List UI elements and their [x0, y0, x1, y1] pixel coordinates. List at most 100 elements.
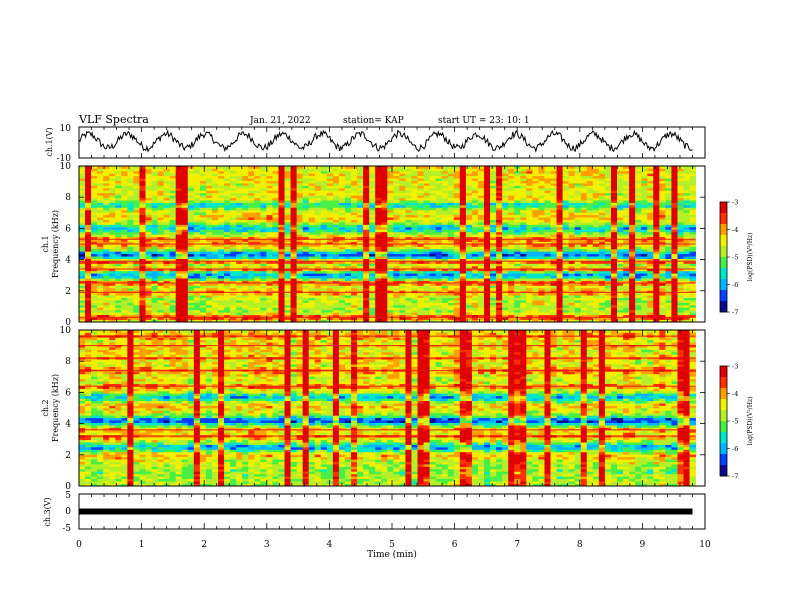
spectrogram-cell: [477, 239, 485, 242]
spectrogram-cell: [248, 256, 255, 259]
spectrogram-cell: [260, 168, 267, 172]
spectrogram-cell: [181, 300, 189, 303]
spectrogram-cell: [320, 200, 328, 203]
spectrogram-cell: [103, 183, 110, 186]
spectrogram-cell: [103, 170, 110, 174]
spectrogram-cell: [205, 202, 213, 206]
spectrogram-cell: [375, 226, 382, 230]
spectrogram-cell: [405, 202, 412, 206]
spectrogram-cell: [502, 258, 509, 262]
spectrogram-cell: [393, 200, 400, 203]
spectrogram-cell: [363, 319, 370, 323]
spectrogram-cell: [369, 283, 376, 286]
spectrogram-cell: [375, 283, 382, 286]
spectrogram-cell: [296, 275, 304, 279]
spectrogram-cell: [163, 285, 171, 289]
spectrogram-cell: [484, 202, 491, 206]
spectrogram-cell: [79, 263, 86, 267]
spectrogram-cell: [387, 231, 394, 235]
spectrogram-cell: [97, 268, 104, 272]
spectrogram-cell: [79, 187, 86, 191]
spectrogram-cell: [181, 205, 189, 208]
spectrogram-cell: [381, 226, 388, 230]
spectrogram-cell: [302, 300, 310, 303]
spectrogram-cell: [91, 187, 98, 191]
spectrogram-cell: [218, 212, 225, 216]
spectrogram-cell: [157, 292, 164, 296]
spectrogram-cell: [351, 275, 358, 279]
spectrogram-cell: [417, 261, 424, 264]
spectrogram-cell: [218, 263, 225, 267]
spectrogram-cell: [230, 200, 237, 203]
spectrogram-cell: [97, 261, 104, 264]
spectrogram-cell: [441, 309, 449, 313]
spectrogram-cell: [127, 258, 134, 262]
spectrogram-cell: [447, 224, 455, 228]
spectrogram-cell: [133, 246, 140, 250]
spectrogram-cell: [459, 312, 467, 316]
spectrogram-cell: [344, 253, 352, 257]
spectrogram-cell: [157, 187, 164, 191]
spectrogram-cell: [326, 283, 334, 286]
spectrogram-cell: [381, 205, 388, 208]
spectrogram-cell: [453, 251, 461, 255]
spectrogram-cell: [218, 226, 225, 230]
spectrogram-cell: [181, 239, 189, 242]
spectrogram-cell: [157, 246, 164, 250]
spectrogram-cell: [411, 278, 418, 281]
spectrogram-cell: [405, 283, 412, 286]
spectrogram-cell: [133, 265, 140, 269]
spectrogram-cell: [230, 170, 237, 174]
spectrogram-cell: [344, 290, 352, 294]
spectrogram-cell: [181, 207, 189, 211]
spectrogram-cell: [441, 265, 449, 269]
spectrogram-cell: [205, 244, 213, 247]
spectrogram-cell: [526, 280, 533, 284]
spectrogram-cell: [411, 258, 418, 262]
spectrogram-cell: [272, 170, 279, 174]
spectrogram-cell: [405, 231, 412, 235]
spectrogram-cell: [127, 190, 134, 194]
spectrogram-cell: [508, 297, 515, 301]
spectrogram-cell: [393, 300, 400, 303]
spectrogram-cell: [381, 263, 388, 267]
spectrogram-cell: [363, 178, 370, 181]
spectrogram-cell: [230, 285, 237, 289]
spectrogram-cell: [121, 202, 128, 206]
spectrogram-cell: [332, 224, 340, 228]
spectrogram-cell: [163, 263, 171, 267]
spectrogram-cell: [236, 183, 243, 186]
spectrogram-cell: [369, 229, 376, 233]
spectrogram-cell: [375, 268, 382, 272]
spectrogram-cell: [375, 261, 382, 264]
spectrogram-cell: [441, 290, 449, 294]
spectrogram-cell: [290, 317, 297, 320]
spectrogram-cell: [181, 273, 189, 277]
spectrogram-cell: [459, 239, 467, 242]
spectrogram-cell: [236, 217, 243, 220]
spectrogram-cell: [133, 251, 140, 255]
spectrogram-cell: [508, 192, 515, 196]
spectrogram-cell: [429, 244, 437, 247]
spectrogram-cell: [314, 212, 322, 216]
spectrogram-cell: [163, 168, 171, 172]
spectrogram-cell: [381, 180, 388, 184]
spectrogram-cell: [417, 248, 424, 252]
spectrogram-cell: [447, 290, 455, 294]
spectrogram-cell: [248, 180, 255, 184]
spectrogram-cell: [387, 283, 394, 286]
spectrogram-cell: [308, 292, 316, 296]
spectrogram-cell: [296, 185, 304, 189]
spectrogram-cell: [109, 173, 116, 177]
spectrogram-cell: [369, 231, 376, 235]
spectrogram-cell: [205, 278, 213, 281]
spectrogram-cell: [242, 244, 249, 247]
spectrogram-cell: [344, 278, 352, 281]
spectrogram-cell: [115, 285, 122, 289]
spectrogram-cell: [254, 319, 261, 323]
spectrogram-cell: [423, 283, 430, 286]
spectrogram-cell: [459, 309, 467, 313]
spectrogram-cell: [290, 297, 297, 301]
spectrogram-cell: [326, 168, 334, 172]
spectrogram-cell: [187, 317, 195, 320]
